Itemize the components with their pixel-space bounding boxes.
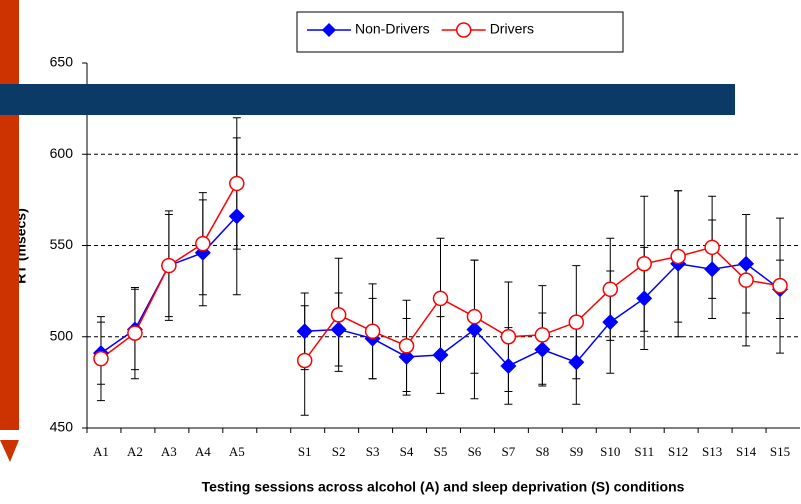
- x-tick-label: A2: [127, 444, 143, 459]
- x-tick-label: A1: [93, 444, 109, 459]
- x-tick-label: A5: [229, 444, 245, 459]
- marker: [738, 255, 755, 272]
- x-tick-label: S5: [434, 444, 448, 459]
- legend-label: Drivers: [490, 21, 534, 37]
- marker: [127, 325, 143, 341]
- marker: [772, 277, 788, 294]
- x-tick-label: S13: [702, 444, 722, 459]
- marker: [296, 352, 313, 369]
- x-tick-label: A3: [161, 444, 177, 459]
- marker: [398, 348, 415, 365]
- marker: [636, 256, 652, 272]
- marker: [466, 308, 483, 325]
- y-tick-label: 500: [50, 327, 74, 343]
- marker: [704, 261, 721, 278]
- marker: [704, 239, 720, 256]
- legend-label: Non-Drivers: [355, 21, 430, 37]
- marker: [195, 235, 211, 252]
- x-tick-label: S9: [569, 444, 583, 459]
- marker: [500, 329, 517, 345]
- x-tick-label: S10: [600, 444, 620, 459]
- marker: [534, 341, 551, 358]
- marker: [568, 354, 585, 371]
- marker: [93, 350, 109, 367]
- corner-triangle: [0, 440, 19, 462]
- marker: [364, 323, 381, 340]
- x-tick-label: S12: [668, 444, 688, 459]
- marker: [602, 314, 619, 331]
- marker: [602, 281, 619, 298]
- x-tick-label: S4: [400, 444, 414, 459]
- x-axis-title: Testing sessions across alcohol (A) and …: [202, 479, 685, 495]
- marker: [161, 257, 177, 274]
- marker: [296, 323, 313, 340]
- marker: [500, 357, 517, 374]
- marker: [432, 347, 449, 363]
- x-tick-label: S11: [634, 444, 654, 459]
- legend-marker: [322, 23, 336, 37]
- x-tick-label: S6: [468, 444, 482, 459]
- y-tick-label: 650: [50, 54, 74, 70]
- y-tick-label: 550: [50, 236, 74, 252]
- marker: [228, 208, 245, 225]
- x-tick-label: S3: [366, 444, 380, 459]
- x-tick-label: A4: [195, 444, 211, 459]
- x-tick-label: S1: [298, 444, 312, 459]
- y-tick-label: 600: [50, 145, 74, 161]
- x-tick-label: S8: [535, 444, 549, 459]
- marker: [534, 327, 551, 343]
- x-tick-label: S7: [502, 444, 516, 459]
- marker: [670, 248, 686, 265]
- y-tick-label: 450: [50, 419, 74, 435]
- banner: [0, 84, 735, 115]
- x-tick-label: S14: [736, 444, 757, 459]
- marker: [636, 290, 653, 307]
- marker: [432, 290, 449, 307]
- marker: [568, 314, 585, 330]
- marker: [738, 272, 754, 288]
- legend-marker: [455, 22, 472, 38]
- marker: [330, 321, 347, 338]
- marker: [229, 175, 245, 192]
- side-strip: [0, 0, 19, 430]
- marker: [466, 321, 483, 338]
- x-tick-label: S2: [332, 444, 346, 459]
- marker: [398, 338, 415, 354]
- x-tick-label: S15: [770, 444, 790, 459]
- marker: [330, 307, 347, 323]
